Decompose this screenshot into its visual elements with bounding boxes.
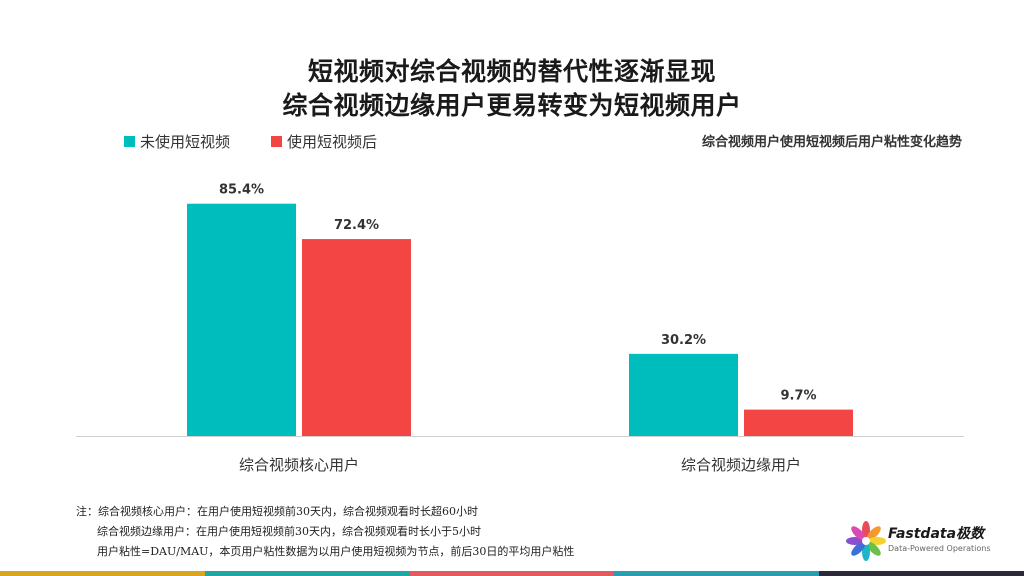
- bar-chart: 85.4% 72.4% 综合视频核心用户 30.2% 9.7% 综合视频边缘用户: [76, 183, 964, 474]
- legend-swatch-series-2: [271, 136, 282, 147]
- legend-label-series-1: 未使用短视频: [140, 133, 231, 151]
- bottom-color-bar: [0, 571, 1024, 576]
- footnote-line-2: 综合视频边缘用户：在用户使用短视频前30天内，综合视频观看时长小于5小时: [97, 525, 481, 538]
- bottom-bar-segment: [0, 571, 205, 576]
- bar-1-series-2: [302, 239, 411, 436]
- footnote-line-1: 注：综合视频核心用户：在用户使用短视频前30天内，综合视频观看时长超60小时: [76, 505, 478, 518]
- bottom-bar-segment: [409, 571, 615, 576]
- page-title-line1: 短视频对综合视频的替代性逐渐显现: [307, 57, 716, 86]
- bottom-bar-segment: [819, 571, 1024, 576]
- legend-item-series-2: 使用短视频后: [271, 131, 377, 152]
- data-label-2-series-2: 9.7%: [780, 389, 816, 404]
- logo-name: Fastdata极数: [888, 526, 985, 542]
- fastdata-logo: Fastdata极数 Data-Powered Operations: [846, 519, 996, 563]
- category-label-2: 综合视频边缘用户: [681, 456, 801, 474]
- bottom-bar-segment: [204, 571, 410, 576]
- footnotes: 注：综合视频核心用户：在用户使用短视频前30天内，综合视频观看时长超60小时 综…: [76, 502, 574, 562]
- logo-tagline: Data-Powered Operations: [888, 544, 991, 553]
- bar-1-series-1: [187, 203, 296, 436]
- chart-subtitle: 综合视频用户使用短视频后用户粘性变化趋势: [701, 135, 962, 150]
- bar-2-series-1: [629, 353, 738, 436]
- bottom-bar-segment: [614, 571, 820, 576]
- data-label-1-series-2: 72.4%: [334, 218, 379, 233]
- bar-2-series-2: [744, 409, 853, 436]
- data-label-2-series-1: 30.2%: [661, 333, 706, 348]
- page-title-line2: 综合视频边缘用户更易转变为短视频用户: [282, 91, 742, 120]
- data-label-1-series-1: 85.4%: [219, 183, 264, 198]
- legend-item-series-1: 未使用短视频: [124, 131, 230, 152]
- footnote-line-3: 用户粘性=DAU/MAU，本页用户粘性数据为以用户使用短视频为节点，前后30日的…: [97, 545, 575, 558]
- legend-label-series-2: 使用短视频后: [287, 133, 378, 151]
- flower-logo-icon: [846, 521, 886, 561]
- legend-swatch-series-1: [124, 136, 135, 147]
- category-label-1: 综合视频核心用户: [239, 456, 359, 474]
